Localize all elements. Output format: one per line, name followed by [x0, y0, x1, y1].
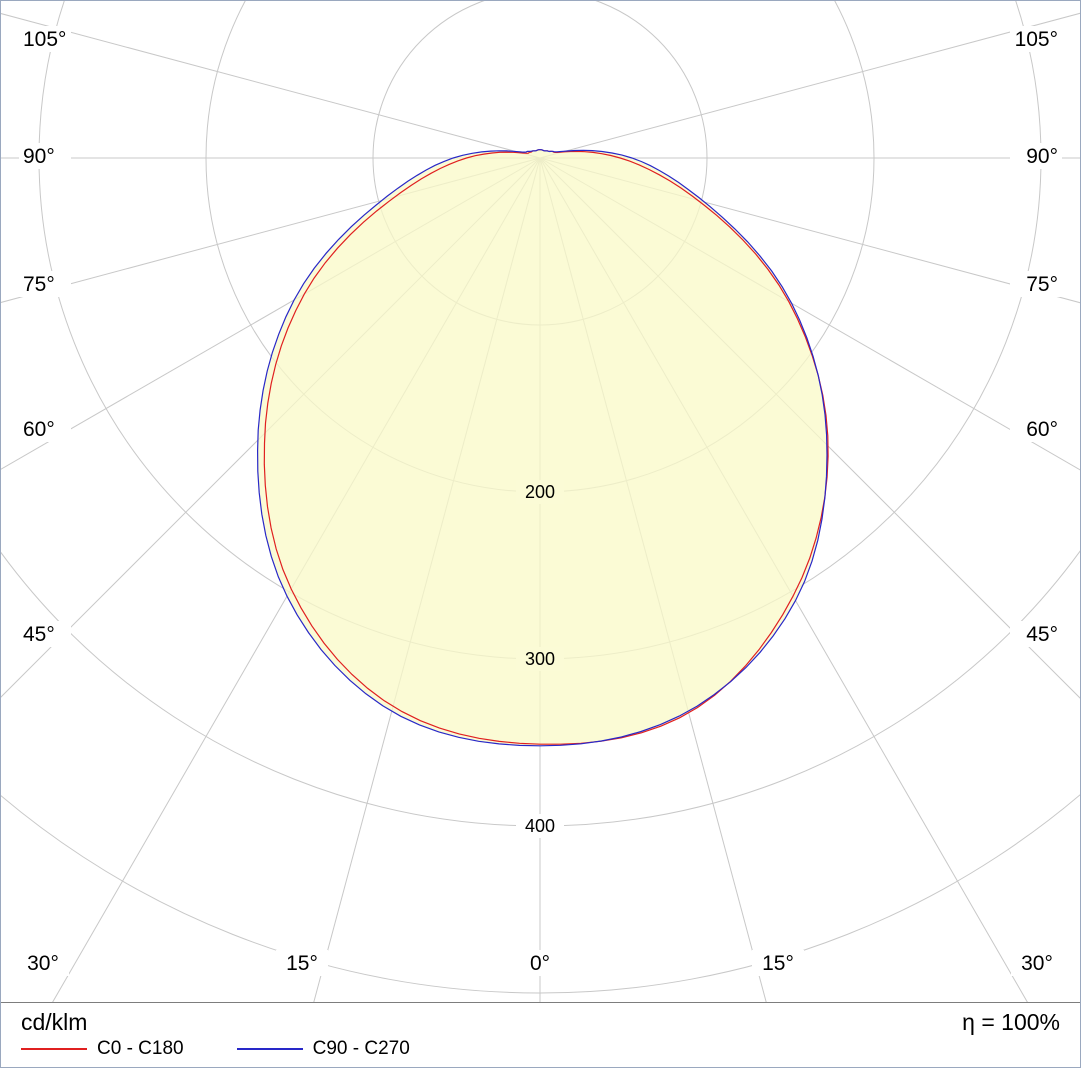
chart-footer: cd/klm η = 100% C0 - C180 C90 - C270: [1, 1002, 1080, 1067]
angle-label: 15°: [286, 952, 318, 975]
angle-labels: 105° 105° 90° 90° 75° 75° 60° 60° 45° 45° 30° 15° 0°…: [17, 26, 1063, 976]
angle-label-bg: [17, 950, 69, 976]
legend-label-c90-c270: C90 - C270: [312, 1038, 410, 1059]
legend-item-c0-c180: C0 - C180: [21, 1038, 184, 1060]
angle-label: 75°: [23, 273, 55, 296]
angle-label: 75°: [1026, 273, 1058, 296]
legend-label-c0-c180: C0 - C180: [97, 1038, 184, 1059]
angle-label-bg: [1010, 26, 1062, 52]
tick-label-bg: [516, 814, 564, 838]
grid-spoke: [1, 13, 541, 159]
angle-label: 60°: [1026, 418, 1058, 441]
angle-label: 15°: [762, 952, 794, 975]
tick-label-bg: [516, 480, 564, 504]
angle-label: 45°: [23, 623, 55, 646]
radial-tick-labels: 200 300 400: [516, 480, 564, 838]
angle-label: 105°: [1015, 28, 1058, 51]
angle-label: 60°: [23, 418, 55, 441]
legend: C0 - C180 C90 - C270: [21, 1038, 1060, 1060]
angle-label: 0°: [530, 952, 550, 975]
angle-label-bg: [1011, 950, 1063, 976]
footer-top-row: cd/klm η = 100%: [21, 1003, 1060, 1035]
radial-tick-label: 200: [525, 482, 555, 502]
angle-label-bg: [19, 621, 71, 647]
polar-chart-area: 200 300 400 105° 105° 90° 90° 75° 75° 60° 60° 45° 45…: [1, 1, 1080, 1002]
radial-tick-label: 400: [525, 816, 555, 836]
angle-label-bg: [1010, 416, 1062, 442]
angle-label-bg: [1010, 271, 1062, 297]
angle-label: 30°: [27, 952, 59, 975]
radial-tick-label: 300: [525, 649, 555, 669]
angle-label: 90°: [23, 145, 55, 168]
angle-label-bg: [752, 950, 804, 976]
angle-label-bg: [19, 416, 71, 442]
grid-spoke: [539, 12, 1080, 159]
beam-fill: [257, 149, 829, 746]
legend-line-blue-icon: [236, 1048, 303, 1050]
grid-spoke: [1, 157, 541, 303]
angle-label-bg: [276, 950, 328, 976]
tick-label-bg: [516, 647, 564, 671]
legend-line-red-icon: [21, 1048, 87, 1050]
grid-spoke: [539, 157, 1080, 304]
legend-item-c90-c270: C90 - C270: [236, 1038, 410, 1060]
unit-label: cd/klm: [21, 1009, 88, 1035]
beam-fill-shape: [257, 149, 828, 746]
angle-label-bg: [1010, 621, 1062, 647]
angle-label: 90°: [1026, 145, 1058, 168]
angle-label-bg: [19, 143, 71, 169]
efficiency-label: η = 100%: [962, 1009, 1060, 1035]
angle-label-bg: [19, 271, 71, 297]
angle-label: 105°: [23, 28, 66, 51]
angle-label-bg: [1010, 143, 1062, 169]
angle-label-bg: [19, 26, 71, 52]
angle-label: 45°: [1026, 623, 1058, 646]
angle-label-bg: [514, 950, 566, 976]
angle-label: 30°: [1021, 952, 1053, 975]
curve-c90-c270: [256, 149, 828, 747]
polar-intensity-chart: 200 300 400 105° 105° 90° 90° 75° 75° 60° 60° 45° 45…: [1, 1, 1080, 1002]
